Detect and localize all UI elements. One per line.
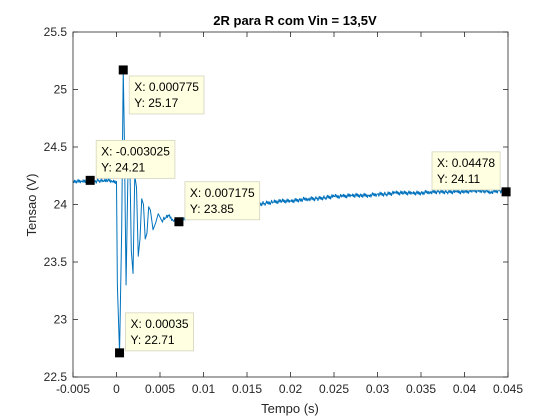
datatip-text: X: 0.00035	[131, 317, 189, 331]
chart-title: 2R para R com Vin = 13,5V	[213, 13, 377, 28]
x-tick-label: 0.015	[232, 382, 262, 396]
y-tick-label: 23.5	[44, 255, 68, 269]
y-tick-label: 22.5	[44, 370, 68, 384]
datatip: X: 0.04478 Y: 24.11	[431, 151, 511, 197]
y-tick-label: 24.5	[44, 140, 68, 154]
datatip-box	[184, 181, 261, 221]
datatip-box	[128, 75, 205, 115]
x-tick-label: 0	[113, 382, 120, 396]
series-line-0	[72, 69, 507, 354]
datatip: X: 0.000775 Y: 25.17	[118, 65, 205, 115]
x-tick-label: -0.005	[56, 382, 90, 396]
x-tick-label: 0.035	[406, 382, 436, 396]
datatip: X: 0.00035 Y: 22.71	[115, 312, 195, 358]
x-tick-label: 0.045	[493, 382, 523, 396]
datatip-text: Y: 22.71	[131, 333, 175, 347]
datatip: X: -0.003025 Y: 24.21	[85, 139, 176, 185]
datatip-text: X: -0.003025	[101, 144, 170, 158]
datatip-text: X: 0.04478	[437, 156, 495, 170]
datatip-marker	[174, 217, 184, 227]
datatip-text: Y: 24.11	[437, 172, 480, 186]
datatip-text: Y: 24.21	[101, 160, 145, 174]
axes-layer: -0.005 0 0.005 0.01 0.015 0.02 0.025 0.03 0.035 0…	[44, 25, 524, 396]
y-tick-label: 25.5	[44, 25, 68, 39]
datatip-text: Y: 25.17	[134, 96, 178, 110]
datatip-text: Y: 23.85	[190, 202, 234, 216]
y-axis-label: Tensao (V)	[24, 174, 39, 237]
x-axis-label: Tempo (s)	[261, 401, 319, 416]
datatip-marker	[501, 187, 511, 197]
datatip-marker	[118, 65, 128, 75]
datatip-text: X: 0.000775	[134, 80, 199, 94]
series-layer	[72, 69, 507, 354]
y-tick-label: 25	[54, 83, 68, 97]
x-tick-label: 0.01	[192, 382, 216, 396]
y-tick-label: 23	[54, 313, 68, 327]
x-tick-label: 0.005	[145, 382, 175, 396]
datatip-box	[125, 312, 195, 352]
x-tick-label: 0.03	[366, 382, 390, 396]
x-tick-label: 0.04	[453, 382, 477, 396]
datatip: X: 0.007175 Y: 23.85	[174, 181, 261, 227]
x-tick-label: 0.025	[319, 382, 349, 396]
y-tick-label: 24	[54, 198, 68, 212]
x-tick-label: 0.02	[279, 382, 303, 396]
datatip-box	[95, 139, 176, 179]
datatip-marker	[85, 175, 95, 185]
datatip-marker	[115, 348, 125, 358]
datatip-text: X: 0.007175	[190, 186, 255, 200]
datatip-box	[431, 151, 501, 191]
